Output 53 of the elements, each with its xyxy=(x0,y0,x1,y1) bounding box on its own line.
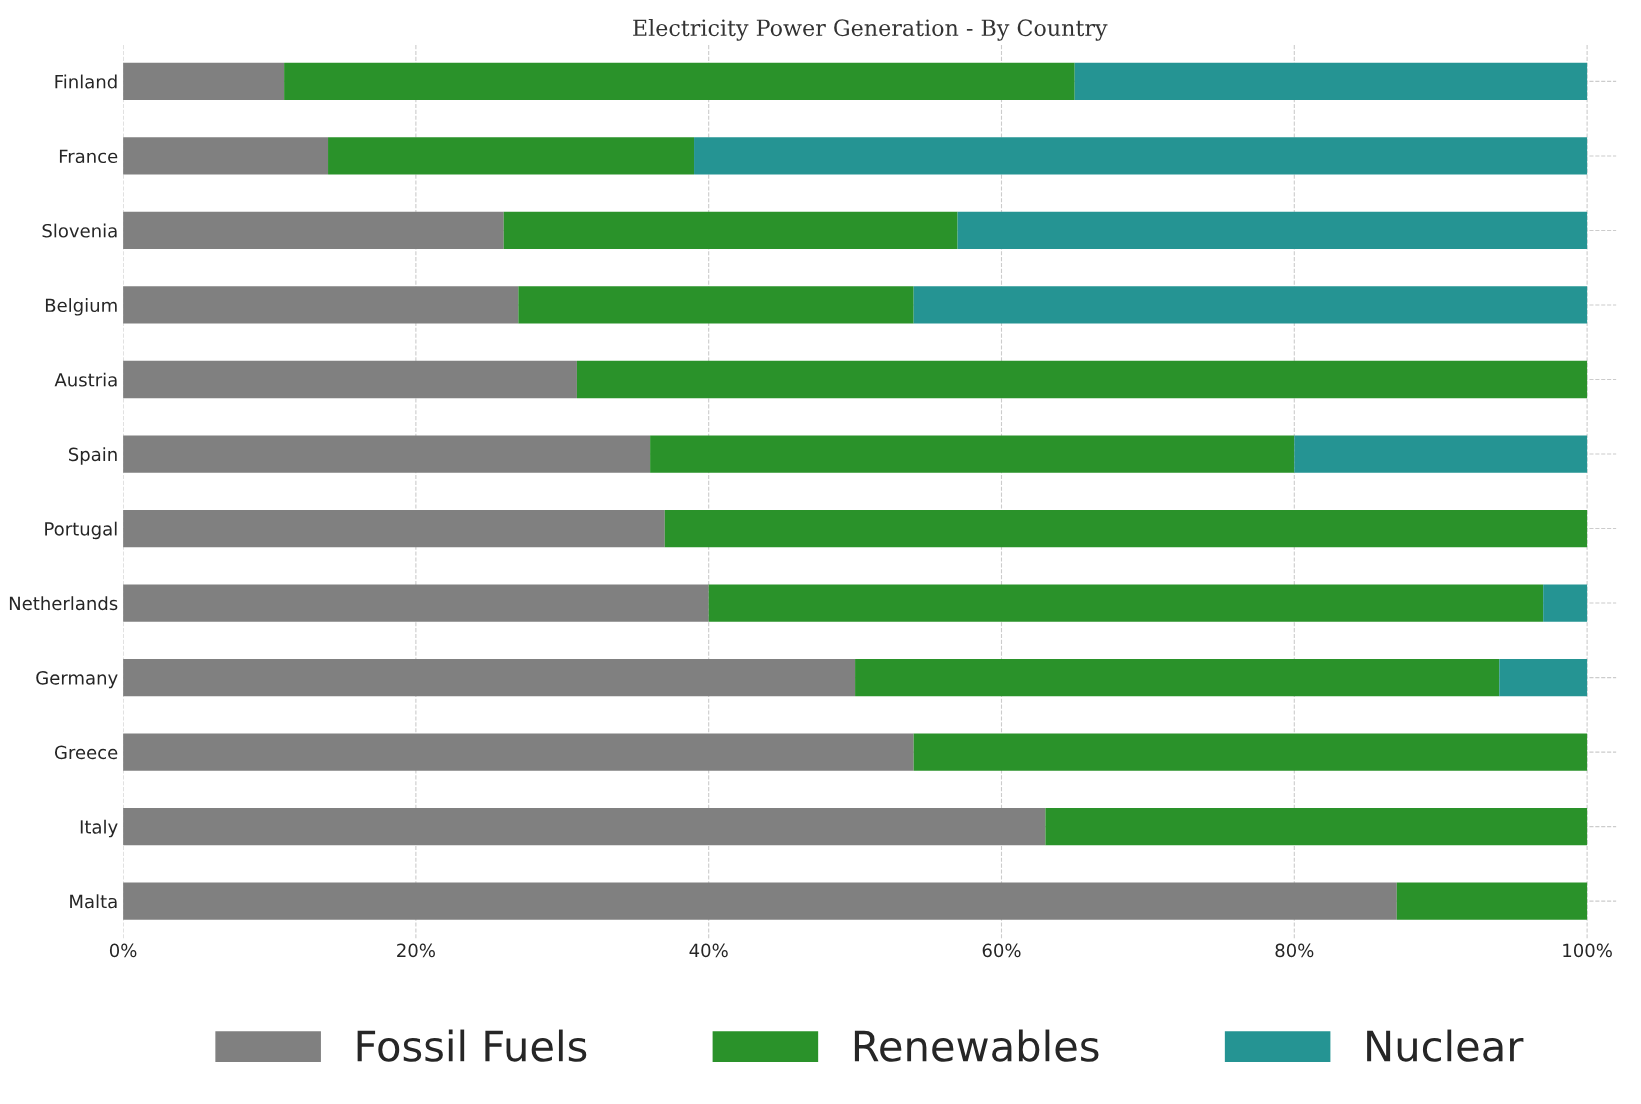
x-tick-label: 0% xyxy=(109,943,137,958)
bar xyxy=(328,137,695,175)
y-tick-label: Italy xyxy=(80,819,118,838)
x-tick-label: 20% xyxy=(397,943,435,958)
bar xyxy=(1396,882,1588,920)
bar xyxy=(123,882,1397,920)
bar xyxy=(123,584,709,622)
bar xyxy=(518,286,914,324)
bar xyxy=(694,137,1588,175)
bar xyxy=(1499,658,1588,697)
bar xyxy=(1543,584,1588,622)
y-tick-label: Malta xyxy=(70,894,117,909)
bar xyxy=(664,509,1588,548)
bar xyxy=(123,658,856,697)
y-tick-label: Slovenia xyxy=(42,223,117,238)
y-tick-label: Belgium xyxy=(45,298,117,316)
y-tick-label: Finland xyxy=(55,74,117,89)
y-tick-label: Austria xyxy=(54,372,117,387)
x-tick-label: 60% xyxy=(982,943,1021,958)
y-tick-label: Spain xyxy=(68,447,117,465)
bar xyxy=(1045,807,1588,846)
y-tick-label: Portugal xyxy=(45,521,117,540)
bar xyxy=(650,435,1295,473)
bar xyxy=(708,584,1544,622)
legend-label: Fossil Fuels xyxy=(357,1029,587,1062)
bar xyxy=(123,137,329,175)
bar xyxy=(123,286,519,324)
bar xyxy=(123,435,651,473)
bar xyxy=(913,286,1588,324)
y-tick-label: France xyxy=(59,149,118,164)
y-tick-label: Germany xyxy=(36,671,118,689)
bar xyxy=(123,360,577,399)
bar xyxy=(576,360,1588,399)
legend-label: Nuclear xyxy=(1367,1029,1524,1062)
x-tick-label: 100% xyxy=(1563,943,1612,958)
bar xyxy=(123,807,1046,846)
bar xyxy=(284,62,1075,101)
bar xyxy=(1074,62,1588,101)
x-tick-label: 80% xyxy=(1275,943,1314,958)
bar xyxy=(1294,435,1588,473)
bar xyxy=(913,733,1588,771)
x-tick-label: 40% xyxy=(689,943,728,958)
legend-label: Renewables xyxy=(854,1029,1099,1062)
bar xyxy=(503,211,958,250)
bar xyxy=(123,509,665,548)
y-tick-label: Netherlands xyxy=(9,596,118,611)
y-tick-label: Greece xyxy=(54,745,118,760)
bar xyxy=(123,62,285,101)
bar xyxy=(123,733,914,771)
bar xyxy=(855,658,1500,697)
chart-title: Electricity Power Generation - By Country xyxy=(633,18,1108,41)
bar xyxy=(123,211,504,250)
bar xyxy=(957,211,1588,250)
